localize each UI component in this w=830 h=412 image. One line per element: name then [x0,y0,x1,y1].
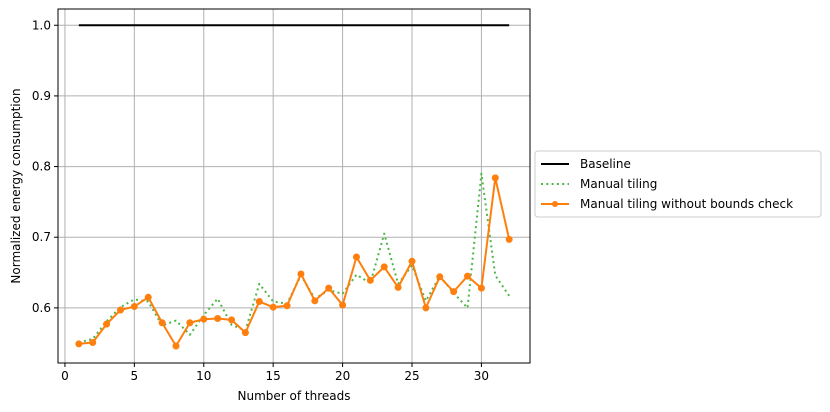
x-tick-label: 15 [266,369,281,383]
manual-tiling-line [78,172,511,344]
y-tick-label: 0.6 [32,301,51,315]
manual-tiling-without-bounds-check-point [394,283,402,291]
x-tick-label: 25 [404,369,419,383]
x-axis-label: Number of threads [238,389,351,403]
x-tick-label: 30 [474,369,489,383]
manual-tiling-without-bounds-check-point [116,306,124,314]
y-tick-label: 0.9 [32,89,51,103]
manual-tiling-without-bounds-check-point [450,288,458,296]
series-layer [75,24,513,350]
manual-tiling-without-bounds-check-point [200,315,208,323]
legend-label: Baseline [580,157,631,171]
manual-tiling-without-bounds-check-point [325,284,333,292]
grid [58,9,530,363]
manual-tiling-without-bounds-check-point [172,342,180,350]
legend-label: Manual tiling [580,177,657,191]
x-tick-label: 10 [196,369,211,383]
y-tick-label: 0.7 [32,230,51,244]
manual-tiling-without-bounds-check-point [283,302,291,310]
manual-tiling-without-bounds-check-point [436,273,444,281]
y-tick-label: 1.0 [32,18,51,32]
manual-tiling-without-bounds-check-point [505,235,513,243]
legend-marker [552,201,558,207]
manual-tiling-without-bounds-check-point [103,320,111,328]
manual-tiling-without-bounds-check-point [89,339,97,347]
legend-box [534,150,822,218]
x-tick-label: 0 [61,369,69,383]
manual-tiling-without-bounds-check-point [241,329,249,337]
manual-tiling-without-bounds-check-point [144,293,152,301]
manual-tiling-without-bounds-check-point [297,270,305,278]
manual-tiling-without-bounds-check-point [352,253,360,261]
manual-tiling-without-bounds-check-point [477,284,485,292]
manual-tiling-without-bounds-check-point [158,319,166,327]
manual-tiling-without-bounds-check-point [186,319,194,327]
manual-tiling-without-bounds-check-point [422,304,430,312]
manual-tiling-without-bounds-check-point [75,340,83,348]
x-tick-label: 5 [131,369,139,383]
manual-tiling-without-bounds-check-point [228,316,236,324]
manual-tiling-without-bounds-check-point [214,314,222,322]
manual-tiling-without-bounds-check-line [78,176,511,348]
manual-tiling-without-bounds-check-point [269,303,277,311]
plot-frame [57,8,531,364]
y-tick-label: 0.8 [32,160,51,174]
legend-label: Manual tiling without bounds check [580,197,793,211]
x-tick-label: 20 [335,369,350,383]
manual-tiling-without-bounds-check-point [130,302,138,310]
manual-tiling-without-bounds-check-point [255,298,263,306]
manual-tiling-without-bounds-check-point [380,263,388,271]
ticks: 0 5 10 15 20 25 30 0.6 0.7 0.8 0.9 1.0 [32,18,489,383]
manual-tiling-without-bounds-check-point [408,257,416,265]
manual-tiling-without-bounds-check-point [366,276,374,284]
manual-tiling-without-bounds-check-point [491,174,499,182]
manual-tiling-without-bounds-check-point [339,301,347,309]
y-axis-label: Normalized energy consumption [9,88,23,283]
legend: Baseline Manual tiling Manual tiling witho… [534,150,822,218]
manual-tiling-without-bounds-check-point [464,272,472,280]
manual-tiling-without-bounds-check-point [311,297,319,305]
